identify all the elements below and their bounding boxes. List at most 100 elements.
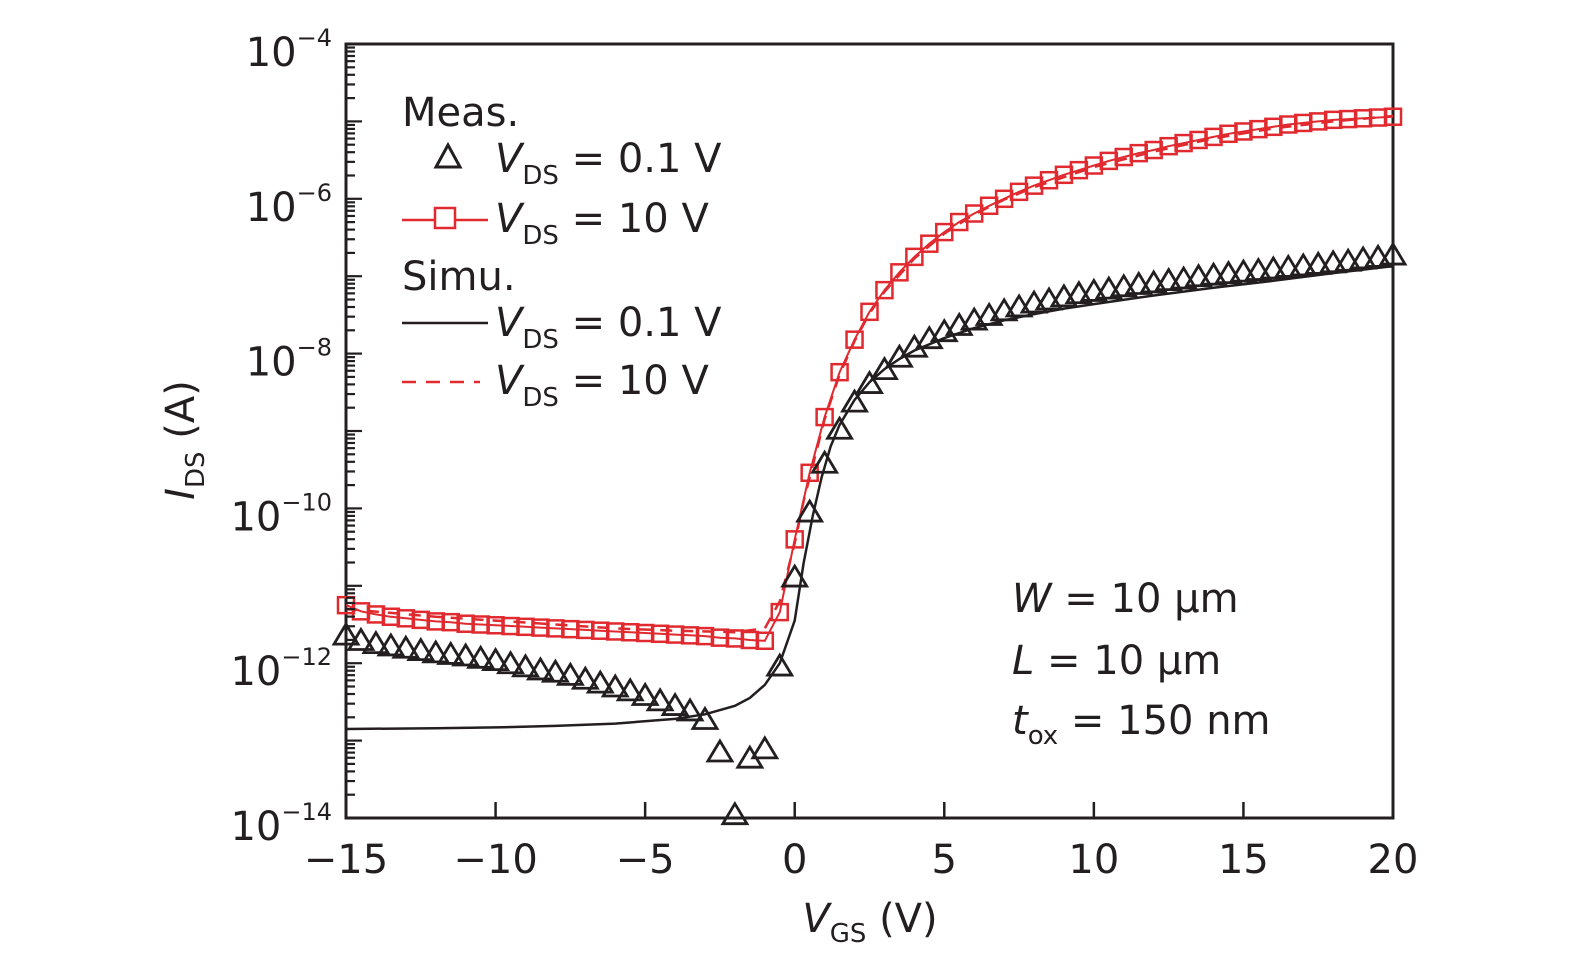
data-point-square — [920, 234, 939, 253]
data-point-triangle — [1288, 252, 1318, 277]
data-point-triangle — [1154, 266, 1184, 292]
axis-ticks — [344, 46, 1395, 820]
triangle-marker-icon — [433, 141, 463, 169]
data-point-triangle — [540, 658, 570, 683]
data-point-triangle — [1258, 255, 1288, 280]
data-point-square — [935, 222, 954, 242]
data-point-square — [815, 407, 834, 427]
legend-entry-meas-0.1v: VDS = 0.1 V — [433, 136, 722, 191]
data-point-triangle — [511, 653, 540, 678]
data-point-triangle — [825, 415, 855, 440]
data-point-triangle — [855, 369, 884, 394]
data-point-triangle — [780, 563, 810, 588]
data-point-square — [830, 362, 849, 382]
y-axis-title: IDS (A) — [158, 380, 211, 500]
data-point-square — [770, 602, 790, 622]
x-axis-title: VGS (V) — [802, 896, 937, 949]
data-point-triangle — [406, 636, 436, 661]
x-tick-label: −5 — [616, 837, 675, 883]
series-line-simu-0.1v — [345, 264, 1394, 731]
legend-entry-simu-0.1v: VDS = 0.1 V — [402, 300, 722, 355]
data-point-triangle — [421, 639, 451, 664]
x-tick-label: 20 — [1368, 837, 1419, 883]
x-tick-labels: −15 −10 −5 0 5 10 15 20 — [304, 837, 1419, 883]
data-point-square — [860, 302, 879, 322]
data-point-triangle — [675, 697, 705, 722]
data-point-triangle — [1303, 250, 1333, 275]
device-parameters: W = 10 µm L = 10 µm tox = 150 nm — [1012, 576, 1271, 751]
data-point-square — [785, 530, 804, 549]
y-tick-label: 10−14 — [230, 798, 332, 850]
legend: Meas. VDS = 0.1 V VDS = 10 V Simu. VDS =… — [402, 90, 722, 413]
y-tick-labels: 10−4 10−6 10−8 10−10 10−12 10−14 — [230, 24, 332, 850]
svg-text:VDS = 10 V: VDS = 10 V — [495, 196, 709, 251]
series-line-meas-10v — [345, 115, 1394, 642]
data-point-triangle — [869, 355, 899, 381]
data-point-square — [890, 263, 909, 282]
legend-heading-simu: Simu. — [402, 254, 516, 300]
data-point-triangle — [1273, 253, 1303, 278]
data-point-triangle — [630, 681, 660, 706]
y-tick-label: 10−12 — [230, 643, 332, 695]
data-point-triangle — [1124, 270, 1154, 295]
series-layer — [331, 107, 1408, 826]
data-point-triangle — [436, 640, 466, 665]
data-point-triangle — [1228, 258, 1258, 283]
data-point-triangle — [451, 642, 481, 667]
data-point-triangle — [525, 656, 555, 681]
data-point-square — [755, 631, 775, 651]
data-point-triangle — [1378, 241, 1408, 266]
data-point-triangle — [1199, 261, 1228, 286]
data-point-triangle — [1213, 259, 1243, 285]
data-point-triangle — [361, 629, 391, 655]
legend-heading-meas: Meas. — [402, 90, 519, 136]
data-point-square — [905, 247, 924, 267]
x-tick-label: −10 — [453, 837, 537, 883]
data-point-triangle — [810, 449, 840, 474]
data-point-square — [845, 330, 864, 349]
data-point-triangle — [391, 634, 421, 659]
param-width: W = 10 µm — [1012, 576, 1239, 622]
y-tick-label: 10−10 — [230, 488, 332, 540]
svg-text:VDS = 0.1 V: VDS = 0.1 V — [495, 300, 722, 355]
y-tick-label: 10−4 — [246, 24, 332, 76]
data-point-square — [1383, 107, 1403, 127]
legend-entry-simu-10v: VDS = 10 V — [402, 358, 709, 413]
x-tick-label: 15 — [1218, 837, 1269, 883]
data-point-triangle — [331, 621, 361, 646]
data-point-triangle — [600, 673, 630, 698]
data-point-triangle — [466, 644, 496, 669]
data-point-triangle — [705, 738, 735, 763]
data-point-triangle — [645, 687, 675, 712]
data-point-triangle — [570, 665, 600, 690]
data-point-triangle — [840, 388, 870, 413]
data-point-triangle — [496, 650, 526, 675]
data-point-triangle — [481, 646, 511, 672]
x-tick-label: −15 — [304, 837, 388, 883]
data-point-triangle — [376, 632, 406, 657]
data-point-triangle — [1243, 256, 1273, 281]
data-point-triangle — [690, 705, 720, 730]
y-tick-label: 10−6 — [246, 179, 332, 231]
data-point-square — [875, 280, 894, 300]
data-point-triangle — [660, 691, 690, 716]
data-point-triangle — [795, 498, 825, 523]
svg-text:VDS = 10 V: VDS = 10 V — [495, 358, 709, 413]
x-tick-label: 0 — [782, 837, 807, 883]
data-point-triangle — [1348, 245, 1378, 270]
square-marker-icon — [433, 206, 457, 230]
data-point-triangle — [720, 800, 750, 826]
svg-text:VDS = 0.1 V: VDS = 0.1 V — [495, 136, 722, 191]
x-tick-label: 10 — [1068, 837, 1119, 883]
data-point-triangle — [585, 669, 615, 694]
y-tick-label: 10−8 — [246, 334, 332, 386]
data-point-triangle — [1318, 249, 1348, 274]
param-length: L = 10 µm — [1012, 638, 1221, 684]
data-point-triangle — [750, 735, 780, 760]
data-point-triangle — [555, 661, 585, 686]
data-point-triangle — [615, 677, 645, 702]
param-oxide-thickness: tox = 150 nm — [1012, 698, 1271, 751]
data-point-triangle — [765, 652, 795, 677]
x-tick-label: 5 — [932, 837, 957, 883]
